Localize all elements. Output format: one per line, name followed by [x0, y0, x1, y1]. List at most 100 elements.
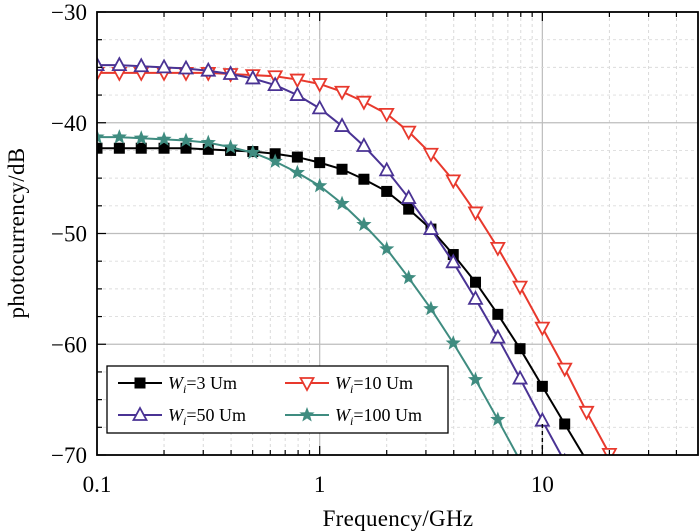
data-point [556, 362, 573, 378]
y-tick-label: −50 [51, 222, 87, 247]
y-tick-label: −40 [51, 111, 87, 136]
data-point [445, 253, 462, 269]
legend-item: Wi=10 Um [285, 373, 413, 396]
data-point [289, 164, 305, 180]
data-point [334, 117, 351, 132]
data-point [222, 139, 239, 154]
data-point [490, 411, 506, 427]
legend-item: Wi=50 Um [118, 405, 246, 428]
data-point [401, 269, 417, 285]
data-point [467, 289, 484, 305]
legend-item: Wi=3 Um [118, 373, 237, 396]
data-point [422, 220, 439, 235]
legend: Wi=3 Um Wi=10 Um Wi=50 Um Wi=100 Um [106, 365, 449, 434]
data-point [578, 405, 595, 421]
data-point [400, 189, 417, 204]
data-point [311, 99, 328, 115]
legend-label: Wi=3 Um [168, 373, 237, 396]
data-point [445, 174, 462, 190]
x-tick-label: 1 [314, 472, 326, 497]
data-point [467, 206, 484, 222]
data-point [422, 147, 439, 163]
data-point [180, 142, 192, 154]
data-point [289, 73, 306, 89]
data-point [312, 177, 328, 193]
x-axis-title: Frequency/GHz [323, 506, 474, 531]
data-point [489, 328, 506, 344]
legend-label: Wi=100 Um [335, 405, 422, 428]
data-point [177, 59, 195, 75]
data-point [534, 411, 551, 427]
y-tick-label: −60 [51, 332, 87, 357]
data-point [97, 142, 103, 154]
data-point [135, 142, 147, 154]
data-point [536, 380, 548, 392]
data-point [492, 308, 504, 320]
data-point [113, 142, 125, 154]
data-point [314, 157, 326, 169]
data-point [267, 153, 283, 168]
data-point [467, 371, 484, 387]
data-point [111, 56, 128, 72]
data-point [222, 65, 239, 80]
data-point [158, 142, 170, 154]
legend-item: Wi=100 Um [285, 405, 422, 428]
legend-marker [134, 377, 146, 389]
data-point [178, 132, 194, 147]
data-point [245, 144, 261, 160]
data-point [355, 95, 372, 111]
legend-label: Wi=50 Um [168, 405, 246, 428]
y-tick-label: −70 [51, 443, 87, 468]
legend-box [106, 365, 449, 434]
data-point [111, 129, 127, 144]
x-tick-label: 10 [531, 472, 554, 497]
data-point [289, 86, 306, 101]
data-point [202, 143, 214, 155]
data-point [291, 151, 303, 163]
data-point [133, 130, 149, 145]
data-point [244, 69, 261, 85]
y-tick-label: −30 [51, 0, 87, 25]
y-axis-title: photocurrency/dB [4, 148, 29, 319]
series-line [97, 64, 563, 455]
data-point [133, 57, 150, 73]
data-point [400, 125, 417, 141]
data-point [581, 455, 592, 466]
tick-labels: 0.1 1 10 −30 −40 −50 −60 −70 [51, 0, 554, 497]
data-point [156, 131, 172, 146]
data-point [563, 452, 566, 455]
data-point [355, 137, 372, 152]
data-point [200, 134, 216, 150]
data-point [358, 173, 370, 185]
data-point [267, 76, 284, 91]
data-point [534, 321, 551, 337]
legend-label: Wi=10 Um [335, 373, 413, 396]
data-point [470, 276, 482, 288]
data-point [512, 369, 529, 385]
grid [97, 12, 698, 455]
data-point [559, 418, 571, 430]
data-point [381, 185, 393, 197]
legend-marker [131, 406, 149, 421]
data-point [489, 241, 506, 257]
legend-marker [299, 407, 315, 422]
data-point [512, 280, 529, 296]
data-point [311, 78, 328, 93]
data-point [97, 129, 105, 144]
data-point [379, 241, 395, 256]
legend-marker [298, 377, 316, 392]
axis-ticks [97, 11, 678, 456]
data-point [334, 85, 351, 101]
series-4 [97, 129, 521, 455]
data-point [200, 61, 217, 77]
data-point [334, 195, 350, 211]
data-point [423, 300, 439, 316]
data-point [156, 58, 173, 74]
data-point [378, 107, 395, 123]
data-point [445, 335, 461, 350]
data-point [403, 203, 415, 215]
data-point [336, 163, 348, 175]
data-point [514, 343, 526, 355]
series-3 [97, 56, 566, 455]
